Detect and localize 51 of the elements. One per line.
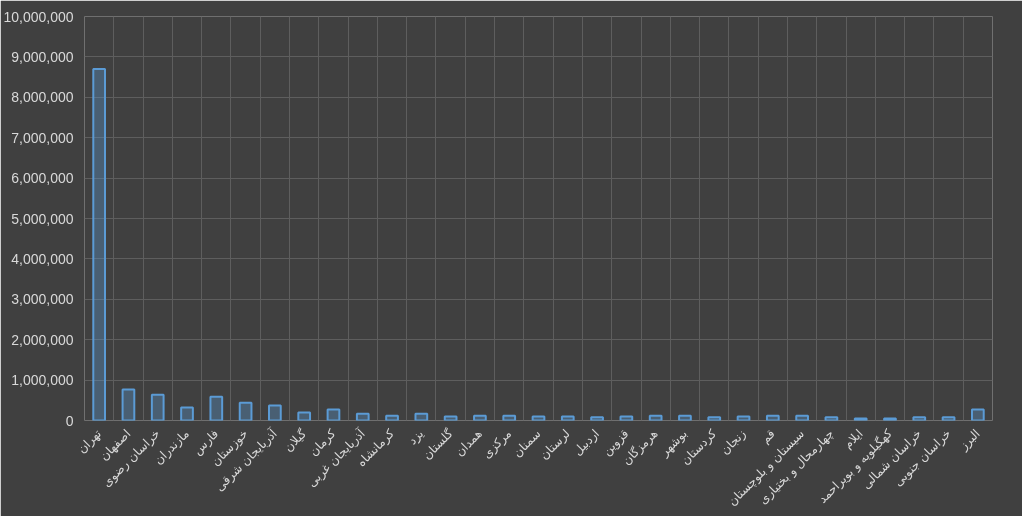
bar xyxy=(268,404,282,421)
bar xyxy=(971,408,985,421)
y-tick-label: 5,000,000 xyxy=(11,210,74,227)
bar xyxy=(678,414,692,421)
x-tick-label: گیلان xyxy=(281,426,310,455)
bar xyxy=(297,411,312,421)
bar xyxy=(824,416,839,421)
y-tick-label: 10,000,000 xyxy=(3,8,74,25)
bar xyxy=(385,414,399,421)
bar xyxy=(502,414,517,421)
x-tick-label: البرز xyxy=(955,426,984,455)
bar xyxy=(736,415,751,421)
y-tick-label: 7,000,000 xyxy=(11,129,74,146)
bar xyxy=(443,415,458,421)
x-tick-label: تهران xyxy=(74,426,105,457)
y-tick-label: 2,000,000 xyxy=(11,331,74,348)
x-tick-label: یزد xyxy=(405,426,427,448)
x-tick-label: قم xyxy=(758,426,778,447)
x-tick-label: همدان xyxy=(452,426,485,459)
bar xyxy=(209,395,224,421)
bar xyxy=(853,417,868,421)
bar xyxy=(912,416,927,421)
bar xyxy=(590,416,604,421)
x-tick-label: سمنان xyxy=(510,426,544,460)
y-tick-label: 9,000,000 xyxy=(11,48,74,65)
y-tick-label: 8,000,000 xyxy=(11,89,74,106)
y-tick-label: 4,000,000 xyxy=(11,250,74,267)
x-tick-label: ایلام xyxy=(840,426,866,452)
bar xyxy=(150,393,165,421)
bar xyxy=(765,414,780,421)
bar xyxy=(648,414,663,421)
x-tick-label: زنجان xyxy=(717,426,750,458)
bar xyxy=(560,415,575,421)
y-tick-label: 0 xyxy=(65,412,74,429)
x-tick-label: اردبیل xyxy=(570,426,603,459)
bar xyxy=(707,416,722,421)
y-tick-label: 3,000,000 xyxy=(11,291,74,308)
bar xyxy=(355,412,370,421)
y-tick-label: 6,000,000 xyxy=(11,170,74,187)
bar xyxy=(92,68,106,421)
bar xyxy=(941,416,956,421)
bar xyxy=(883,417,897,421)
bar xyxy=(473,414,487,421)
bar xyxy=(121,388,136,421)
bar xyxy=(180,406,194,421)
bar xyxy=(414,412,429,421)
bar xyxy=(238,401,253,421)
y-tick-label: 1,000,000 xyxy=(11,372,74,389)
bar xyxy=(795,414,809,421)
bar xyxy=(619,415,634,421)
bar xyxy=(531,415,546,421)
